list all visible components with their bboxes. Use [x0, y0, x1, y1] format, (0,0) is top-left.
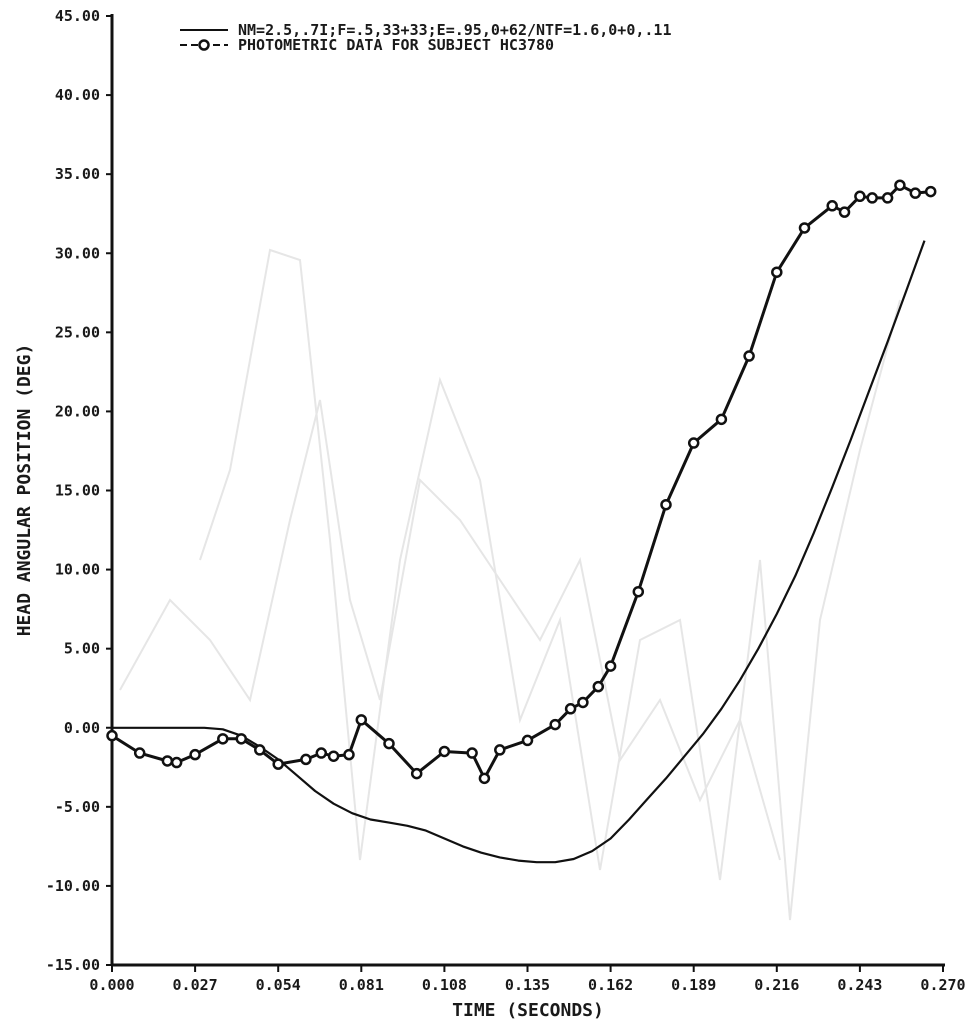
legend-marker-photometric [198, 39, 210, 51]
x-axis-title: TIME (SECONDS) [452, 1000, 604, 1021]
series-layer [106, 179, 937, 864]
y-tick-label: 30.00 [55, 244, 100, 262]
data-point-photometric [743, 350, 755, 362]
data-point-photometric [478, 772, 491, 785]
x-tick-label: 0.162 [588, 976, 633, 994]
data-point-photometric [217, 733, 229, 745]
x-tick-label: 0.054 [256, 976, 301, 994]
data-point-photometric [355, 714, 368, 726]
data-point-photometric [854, 190, 866, 203]
data-point-photometric [161, 755, 174, 767]
data-point-photometric [604, 660, 617, 672]
data-point-photometric [549, 718, 561, 731]
data-point-photometric [521, 734, 534, 747]
x-tick-label: 0.000 [89, 976, 134, 994]
data-point-photometric [881, 192, 894, 204]
data-point-photometric [592, 680, 605, 693]
data-point-photometric [826, 200, 838, 212]
y-tick-label: 0.00 [64, 719, 100, 737]
data-point-photometric [715, 413, 728, 426]
data-point-photometric [924, 185, 937, 198]
x-tick-label: 0.027 [173, 976, 218, 994]
data-point-photometric [272, 758, 284, 770]
data-point-photometric [632, 585, 645, 598]
data-point-photometric [170, 756, 183, 769]
y-tick-label: -5.00 [55, 798, 100, 816]
data-point-photometric [410, 767, 423, 780]
data-point-photometric [235, 733, 248, 745]
legend-label-photometric: PHOTOMETRIC DATA FOR SUBJECT HC3780 [238, 36, 554, 54]
data-point-photometric [866, 192, 878, 204]
x-axis-ticks: 0.000 0.027 0.054 0.081 0.108 0.135 0.162 0.189… [89, 965, 966, 994]
legend-label-model: NM=2.5,.7I;F=.5,33+33;E=.95,0+62/NTF=1.6… [238, 21, 671, 39]
legend: NM=2.5,.7I;F=.5,33+33;E=.95,0+62/NTF=1.6… [180, 21, 671, 54]
y-tick-label: 25.00 [55, 323, 100, 341]
data-point-photometric [494, 744, 506, 756]
data-point-photometric [577, 696, 589, 709]
data-point-photometric [660, 498, 672, 511]
series-line-photometric [111, 183, 931, 780]
x-tick-label: 0.216 [754, 976, 799, 994]
data-point-photometric [343, 748, 355, 761]
data-point-photometric [327, 750, 340, 762]
y-tick-label: 5.00 [64, 640, 100, 658]
x-tick-label: 0.108 [422, 976, 467, 994]
data-point-photometric [894, 179, 906, 191]
data-point-photometric [564, 703, 577, 715]
data-point-photometric [838, 206, 851, 218]
background-ghost-lines [119, 248, 901, 921]
data-point-photometric [133, 747, 146, 759]
data-point-photometric [771, 266, 783, 278]
data-point-photometric [300, 753, 312, 766]
y-tick-label: 45.00 [55, 7, 100, 25]
data-point-photometric [315, 747, 328, 759]
series-line-model [112, 240, 926, 864]
y-tick-label: 40.00 [55, 86, 100, 104]
data-point-photometric [798, 222, 811, 234]
data-point-photometric [909, 187, 922, 199]
data-point-photometric [253, 744, 266, 756]
y-tick-label: 15.00 [55, 482, 100, 500]
y-axis-ticks: -15.00 -10.00 -5.00 0.00 5.00 10.00 15.00 20.00… [46, 7, 112, 974]
data-point-photometric [106, 729, 118, 742]
y-axis-title: HEAD ANGULAR POSITION (DEG) [14, 344, 35, 637]
x-tick-label: 0.081 [339, 976, 384, 994]
data-point-photometric [466, 747, 478, 759]
data-point-photometric [687, 437, 700, 449]
data-point-photometric [189, 748, 201, 761]
y-tick-label: -10.00 [46, 877, 100, 895]
x-tick-label: 0.270 [920, 976, 965, 994]
data-point-photometric [383, 737, 395, 750]
x-tick-label: 0.135 [505, 976, 550, 994]
y-tick-label: 10.00 [55, 561, 100, 579]
y-tick-label: 20.00 [55, 402, 100, 420]
data-point-photometric [438, 745, 451, 758]
x-tick-label: 0.189 [671, 976, 716, 994]
x-tick-label: 0.243 [837, 976, 882, 994]
y-tick-label: 35.00 [55, 165, 100, 183]
y-tick-label: -15.00 [46, 956, 100, 974]
